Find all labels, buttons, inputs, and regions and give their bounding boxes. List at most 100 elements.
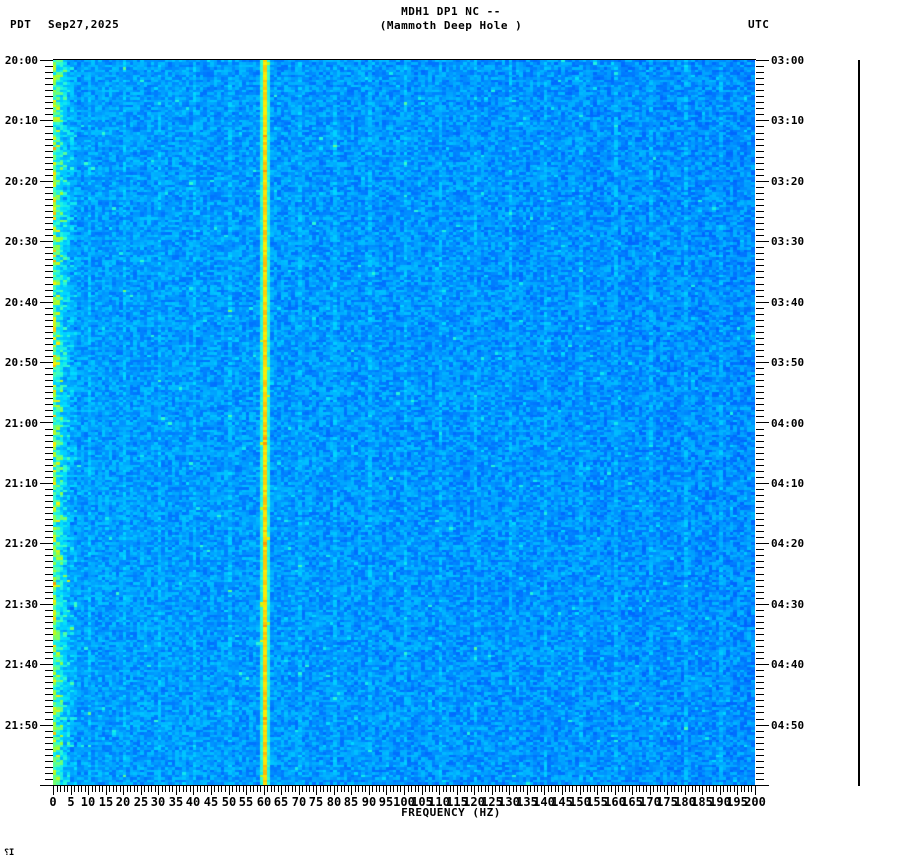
freq-tick-label: 195	[726, 795, 748, 809]
time-tick-major	[756, 362, 769, 363]
freq-tick-minor	[569, 786, 570, 792]
freq-tick-minor	[629, 786, 630, 792]
time-tick-major	[40, 181, 53, 182]
time-tick-minor	[756, 465, 764, 466]
time-tick-label: 21:30	[4, 598, 38, 611]
freq-tick-minor	[706, 786, 707, 792]
freq-tick-minor	[313, 786, 314, 792]
freq-tick-label: 75	[308, 795, 324, 809]
freq-tick-minor	[109, 786, 110, 792]
time-tick-minor	[756, 223, 764, 224]
freq-tick-minor	[608, 786, 609, 792]
time-tick-minor	[756, 477, 764, 478]
time-tick-minor	[45, 259, 53, 260]
time-axis-local: 20:00 20:10 20:20 20:30 20:40 20:50 21:00 21:10…	[0, 55, 53, 786]
time-tick-minor	[45, 628, 53, 629]
freq-tick-minor	[306, 786, 307, 792]
time-tick-minor	[756, 229, 764, 230]
time-tick-minor	[45, 392, 53, 393]
time-tick-minor	[45, 151, 53, 152]
time-tick-minor	[45, 253, 53, 254]
freq-tick-label: 165	[621, 795, 643, 809]
freq-tick-label: 85	[343, 795, 359, 809]
time-tick-minor	[756, 513, 764, 514]
freq-tick-label: 5	[67, 795, 75, 809]
freq-tick-minor	[64, 786, 65, 792]
freq-tick-label: 30	[150, 795, 166, 809]
time-tick-minor	[45, 344, 53, 345]
time-tick-major	[756, 422, 769, 423]
time-tick-minor	[45, 338, 53, 339]
freq-tick-minor	[671, 786, 672, 792]
time-tick-minor	[45, 247, 53, 248]
time-tick-minor	[45, 622, 53, 623]
frequency-axis: 0 5 10 15 20 25 30 35 40 45 50 55 60 65 70 75 80 85 90 95 10…	[0, 786, 902, 826]
time-tick-minor	[756, 580, 764, 581]
freq-tick-minor	[400, 786, 401, 792]
time-tick-major	[756, 120, 769, 121]
time-tick-label: 21:00	[4, 417, 38, 430]
freq-tick-major	[562, 786, 563, 795]
time-tick-minor	[756, 96, 764, 97]
freq-tick-major	[141, 786, 142, 795]
freq-tick-label: 10	[80, 795, 96, 809]
freq-tick-minor	[78, 786, 79, 792]
freq-tick-major	[246, 786, 247, 795]
time-tick-minor	[45, 296, 53, 297]
time-tick-label: 20:00	[4, 54, 38, 67]
time-tick-minor	[756, 404, 764, 405]
freq-tick-minor	[376, 786, 377, 792]
time-tick-label: 04:00	[771, 417, 805, 430]
freq-tick-minor	[81, 786, 82, 792]
freq-tick-label: 70	[291, 795, 307, 809]
time-tick-minor	[756, 392, 764, 393]
freq-tick-minor	[660, 786, 661, 792]
time-tick-minor	[756, 290, 764, 291]
time-tick-minor	[45, 217, 53, 218]
freq-tick-minor	[320, 786, 321, 792]
freq-tick-minor	[657, 786, 658, 792]
freq-tick-minor	[390, 786, 391, 792]
freq-tick-minor	[243, 786, 244, 792]
time-tick-label: 04:10	[771, 477, 805, 490]
freq-tick-major	[615, 786, 616, 795]
time-tick-minor	[756, 296, 764, 297]
freq-tick-minor	[309, 786, 310, 792]
freq-tick-label: 115	[446, 795, 468, 809]
time-tick-minor	[756, 453, 764, 454]
time-tick-minor	[45, 441, 53, 442]
time-tick-major	[756, 483, 769, 484]
station-title-line1: MDH1 DP1 NC --	[401, 5, 501, 18]
time-tick-minor	[756, 531, 764, 532]
time-tick-minor	[45, 356, 53, 357]
freq-tick-minor	[169, 786, 170, 792]
time-tick-minor	[756, 145, 764, 146]
freq-tick-minor	[604, 786, 605, 792]
freq-tick-minor	[411, 786, 412, 792]
time-tick-major	[756, 543, 769, 544]
freq-tick-major	[457, 786, 458, 795]
time-tick-major	[756, 785, 769, 786]
freq-tick-label: 155	[586, 795, 608, 809]
time-tick-minor	[756, 652, 764, 653]
freq-tick-minor	[218, 786, 219, 792]
time-tick-major	[40, 241, 53, 242]
freq-tick-minor	[102, 786, 103, 792]
freq-tick-minor	[393, 786, 394, 792]
time-tick-minor	[756, 259, 764, 260]
time-tick-minor	[756, 102, 764, 103]
freq-tick-label: 20	[115, 795, 131, 809]
time-tick-minor	[756, 205, 764, 206]
freq-tick-minor	[162, 786, 163, 792]
freq-tick-major	[702, 786, 703, 795]
spectrogram-plot	[53, 60, 755, 785]
freq-tick-label: 190	[709, 795, 731, 809]
time-tick-minor	[756, 368, 764, 369]
time-tick-minor	[45, 706, 53, 707]
freq-tick-minor	[295, 786, 296, 792]
time-tick-label: 04:30	[771, 598, 805, 611]
time-tick-minor	[756, 567, 764, 568]
time-tick-major	[40, 543, 53, 544]
freq-tick-minor	[337, 786, 338, 792]
freq-tick-minor	[636, 786, 637, 792]
